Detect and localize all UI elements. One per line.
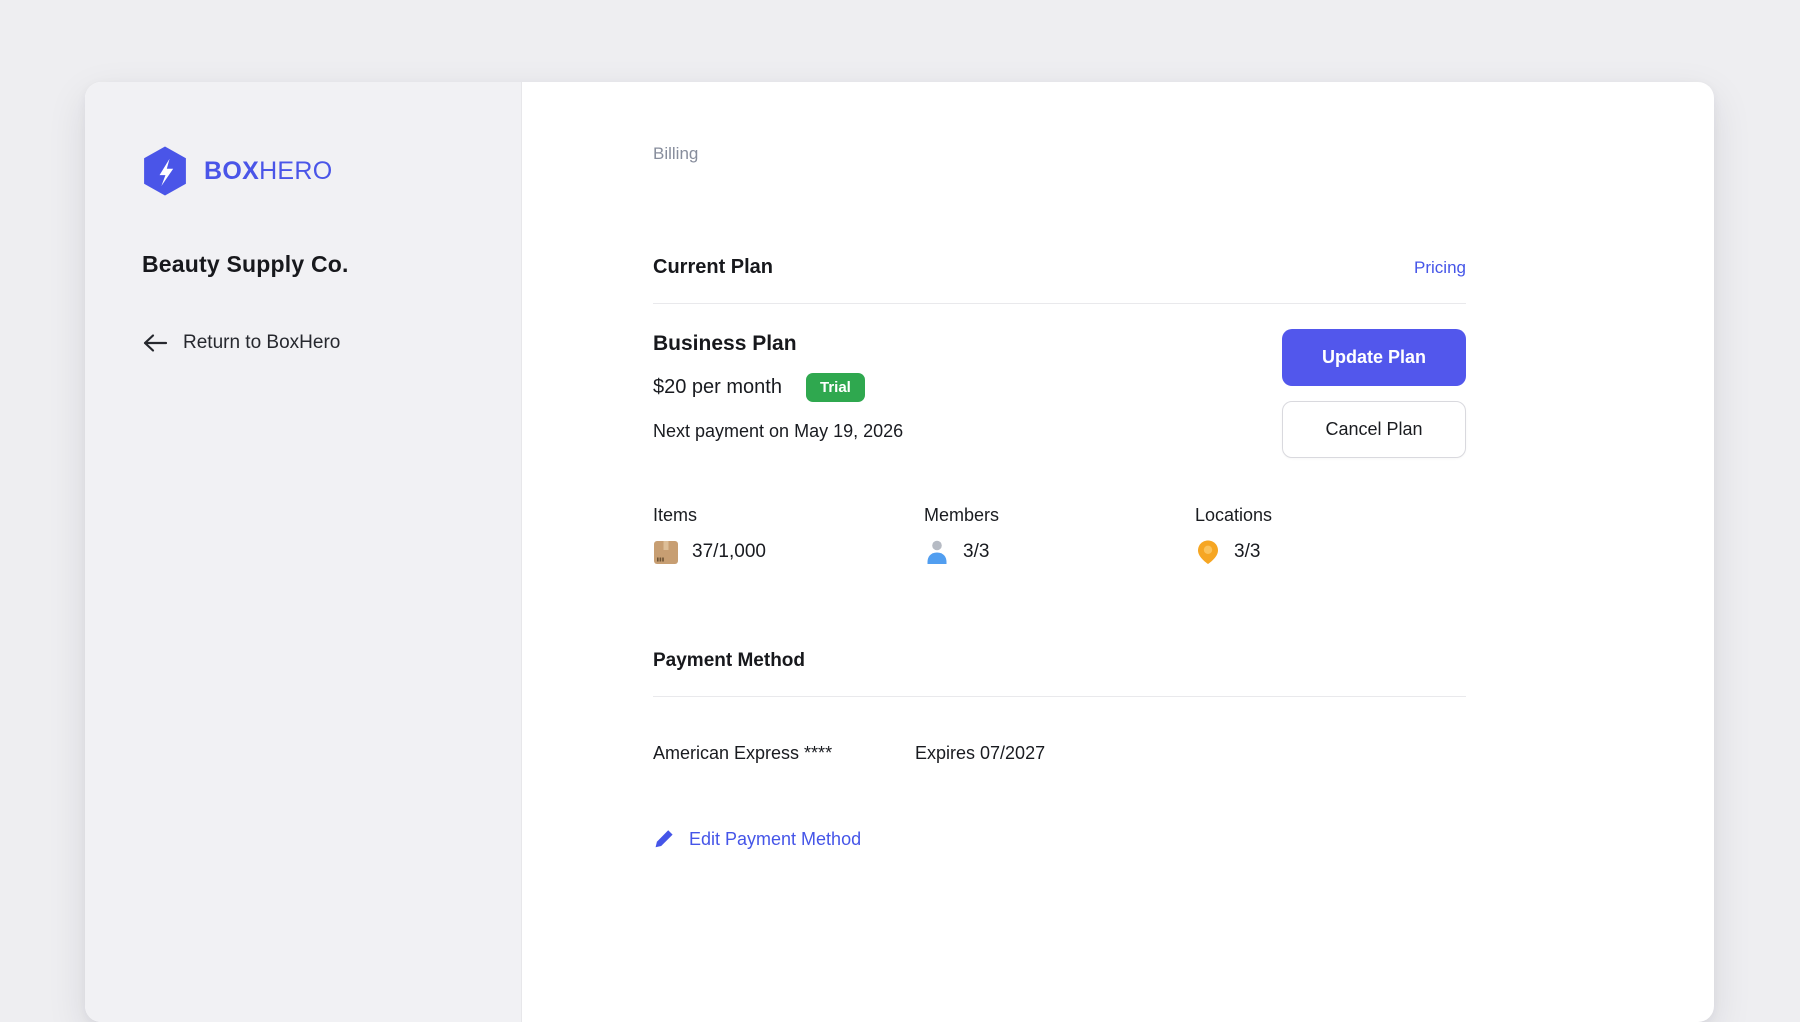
return-link-label: Return to BoxHero — [183, 332, 341, 353]
pricing-link[interactable]: Pricing — [1414, 258, 1466, 277]
box-icon — [654, 541, 678, 564]
usage-members-label: Members — [924, 505, 1000, 525]
current-plan-header: Current Plan Pricing — [653, 256, 1466, 304]
plan-name: Business Plan — [653, 332, 797, 355]
usage-locations-value: 3/3 — [1234, 541, 1261, 562]
usage-stats: Items 37/1,000 Members — [653, 505, 1466, 565]
update-plan-button[interactable]: Update Plan — [1282, 329, 1466, 386]
cancel-plan-button[interactable]: Cancel Plan — [1282, 401, 1466, 458]
location-pin-icon — [1198, 540, 1218, 564]
payment-method-header: Payment Method — [653, 650, 1466, 697]
company-name: Beauty Supply Co. — [142, 251, 349, 277]
pencil-icon — [655, 830, 673, 848]
usage-locations: Locations 3/3 — [1195, 505, 1466, 565]
boxhero-logo: BOXHERO — [142, 146, 521, 196]
edit-payment-label: Edit Payment Method — [689, 828, 862, 849]
trial-badge: Trial — [805, 373, 865, 402]
sidebar: BOXHERO Beauty Supply Co. Return to BoxH… — [85, 82, 522, 1022]
app-card: BOXHERO Beauty Supply Co. Return to BoxH… — [85, 82, 1714, 1022]
usage-items: Items 37/1,000 — [653, 505, 924, 565]
usage-members: Members 3/3 — [924, 505, 1195, 565]
card-expiry: Expires 07/2027 — [915, 743, 1046, 763]
usage-items-value: 37/1,000 — [692, 541, 766, 562]
usage-members-value: 3/3 — [963, 541, 990, 562]
current-plan-title: Current Plan — [653, 256, 774, 278]
arrow-left-icon — [143, 334, 168, 352]
plan-info: Business Plan $20 per month Trial Next p… — [653, 332, 903, 458]
boxhero-hexagon-icon — [144, 146, 186, 196]
edit-payment-method-link[interactable]: Edit Payment Method — [653, 828, 861, 850]
main-panel: Billing Current Plan Pricing Business Pl… — [522, 82, 1714, 1022]
boxhero-wordmark: BOXHERO — [204, 157, 333, 186]
usage-items-label: Items — [653, 505, 698, 525]
plan-actions: Update Plan Cancel Plan — [1282, 329, 1466, 458]
card-name: American Express **** — [653, 743, 833, 763]
plan-price: $20 per month — [653, 376, 782, 398]
usage-locations-label: Locations — [1195, 505, 1273, 525]
member-icon — [927, 540, 947, 564]
wordmark-box: BOX — [204, 156, 260, 185]
payment-method-title: Payment Method — [653, 650, 806, 671]
payment-card-row: American Express **** Expires 07/2027 — [653, 743, 1466, 764]
page-title: Billing — [653, 144, 699, 163]
wordmark-hero: HERO — [259, 156, 333, 185]
next-payment-text: Next payment on May 19, 2026 — [653, 421, 904, 441]
return-to-boxhero-link[interactable]: Return to BoxHero — [142, 332, 340, 354]
plan-section: Business Plan $20 per month Trial Next p… — [653, 329, 1466, 458]
